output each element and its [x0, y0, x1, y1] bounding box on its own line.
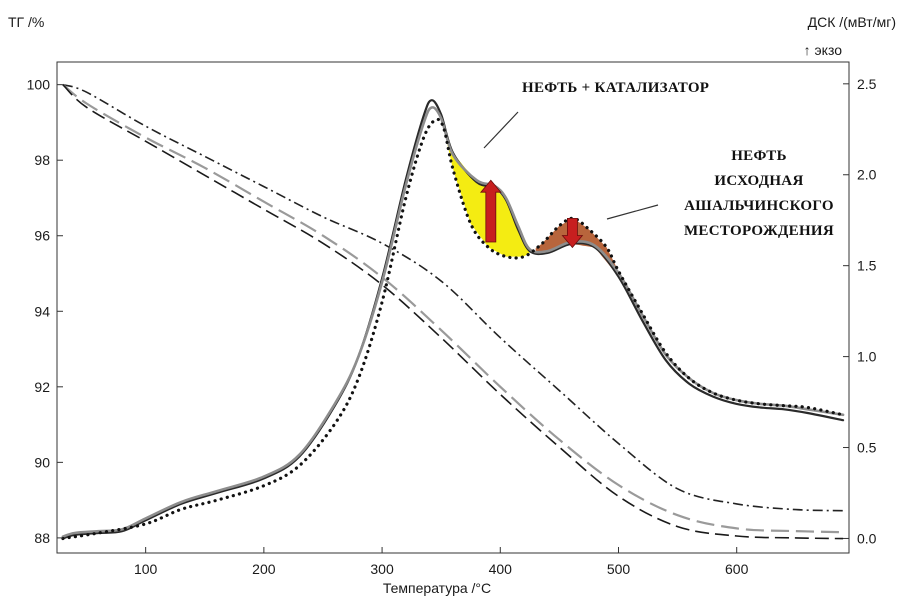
- x-tick-label: 400: [489, 561, 513, 577]
- dsc-series-dotted: [61, 117, 845, 541]
- y-left-tick-label: 98: [34, 152, 50, 168]
- x-axis-label: Температура /°C: [383, 580, 491, 596]
- original-excess-fill: [535, 218, 617, 274]
- original-annotation-line-3: АШАЛЬЧИНСКОГО: [684, 198, 834, 214]
- y-left-tick-label: 90: [34, 454, 50, 470]
- x-tick-label: 500: [607, 561, 631, 577]
- catalyst-annotation: НЕФТЬ + КАТАЛИЗАТОР: [522, 80, 709, 96]
- x-tick-label: 200: [252, 561, 276, 577]
- y-left-tick-label: 96: [34, 228, 50, 244]
- y-left-tick-label: 88: [34, 530, 50, 546]
- series-layer: [61, 83, 845, 541]
- y-left-tick-label: 92: [34, 379, 50, 395]
- plot-frame: [56, 61, 850, 554]
- y-right-tick-label: 1.0: [857, 349, 877, 365]
- original-annotation-line-4: МЕСТОРОЖДЕНИЯ: [684, 223, 834, 239]
- ticks-layer: 100 200 300 400 500 600 100 98 96 94 92 90 88 2.5 2.0 1…: [27, 76, 877, 577]
- y-right-tick-label: 1.5: [857, 258, 877, 274]
- y-right-tick-label: 2.0: [857, 167, 877, 183]
- tg-series-dashed: [62, 84, 844, 540]
- y-left-tick-label: 94: [34, 303, 50, 319]
- catalyst-pointer-line: [483, 111, 519, 149]
- x-tick-label: 300: [370, 561, 394, 577]
- original-annotation-line-2: ИСХОДНАЯ: [714, 173, 803, 189]
- y-right-exo-label: ↑ экзо: [804, 42, 843, 58]
- decrease-arrow: [561, 217, 584, 249]
- y-left-tick-label: 100: [27, 77, 51, 93]
- x-tick-label: 600: [725, 561, 749, 577]
- y-right-tick-label: 0.0: [857, 530, 877, 546]
- y-right-axis-label: ДСК /(мВт/мг): [808, 14, 896, 30]
- y-right-tick-label: 0.5: [857, 440, 877, 456]
- annotations-layer: НЕФТЬ + КАТАЛИЗАТОР НЕФТЬ ИСХОДНАЯ АШАЛЬ…: [483, 80, 834, 239]
- tg-series-dash-dot: [62, 83, 844, 512]
- tg-series-long-dash: [62, 83, 844, 534]
- original-annotation-line-1: НЕФТЬ: [731, 148, 787, 164]
- x-tick-label: 100: [134, 561, 158, 577]
- y-left-axis-label: ТГ /%: [8, 14, 44, 30]
- original-pointer-line: [606, 204, 659, 220]
- arrows-layer: [479, 179, 584, 249]
- y-right-tick-label: 2.5: [857, 76, 877, 92]
- increase-arrow: [479, 179, 502, 243]
